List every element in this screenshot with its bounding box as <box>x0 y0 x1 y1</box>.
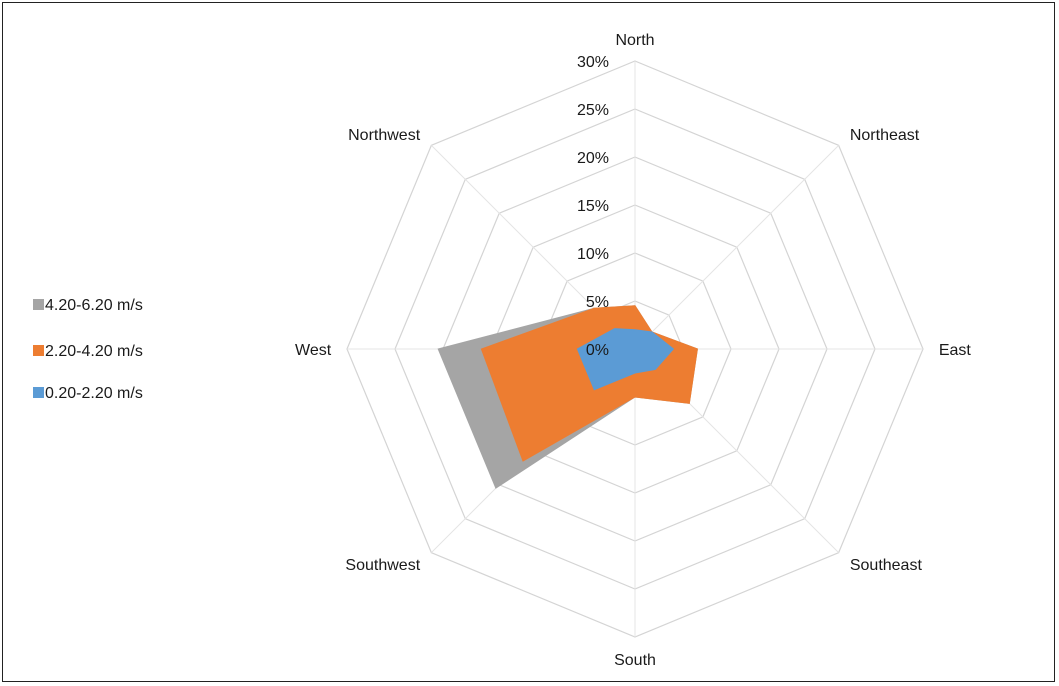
direction-label-north: North <box>615 32 654 49</box>
direction-label-northwest: Northwest <box>348 127 421 144</box>
grid-spoke-1 <box>634 144 840 350</box>
legend-item-2: 0.20-2.20 m/s <box>33 385 143 402</box>
radial-tick-label-4: 20% <box>577 150 609 167</box>
legend-label-0: 4.20-6.20 m/s <box>45 297 143 314</box>
direction-label-northeast: Northeast <box>850 127 920 144</box>
legend-swatch-2 <box>33 387 44 398</box>
radial-tick-label-3: 15% <box>577 198 609 215</box>
legend-label-2: 0.20-2.20 m/s <box>45 385 143 402</box>
direction-label-west: West <box>295 342 332 359</box>
direction-label-southeast: Southeast <box>850 557 923 574</box>
direction-label-southwest: Southwest <box>345 557 420 574</box>
direction-label-south: South <box>614 652 656 669</box>
legend-item-0: 4.20-6.20 m/s <box>33 297 143 314</box>
legend-label-1: 2.20-4.20 m/s <box>45 343 143 360</box>
legend-swatch-0 <box>33 299 44 310</box>
direction-labels: North Northeast East Southeast South Southwes… <box>295 32 971 669</box>
radial-tick-label-6: 30% <box>577 54 609 71</box>
direction-label-east: East <box>939 342 972 359</box>
legend-swatch-1 <box>33 345 44 356</box>
radial-tick-label-1: 5% <box>586 294 609 311</box>
radial-tick-label-5: 25% <box>577 102 609 119</box>
series-areas <box>437 305 698 489</box>
radial-tick-label-2: 10% <box>577 246 609 263</box>
radial-tick-label-0: 0% <box>586 342 609 359</box>
legend-item-1: 2.20-4.20 m/s <box>33 343 143 360</box>
radial-tick-labels: 0% 5% 10% 15% 20% 25% 30% <box>577 54 609 359</box>
legend: 4.20-6.20 m/s 2.20-4.20 m/s 0.20-2.20 m/… <box>33 297 143 402</box>
